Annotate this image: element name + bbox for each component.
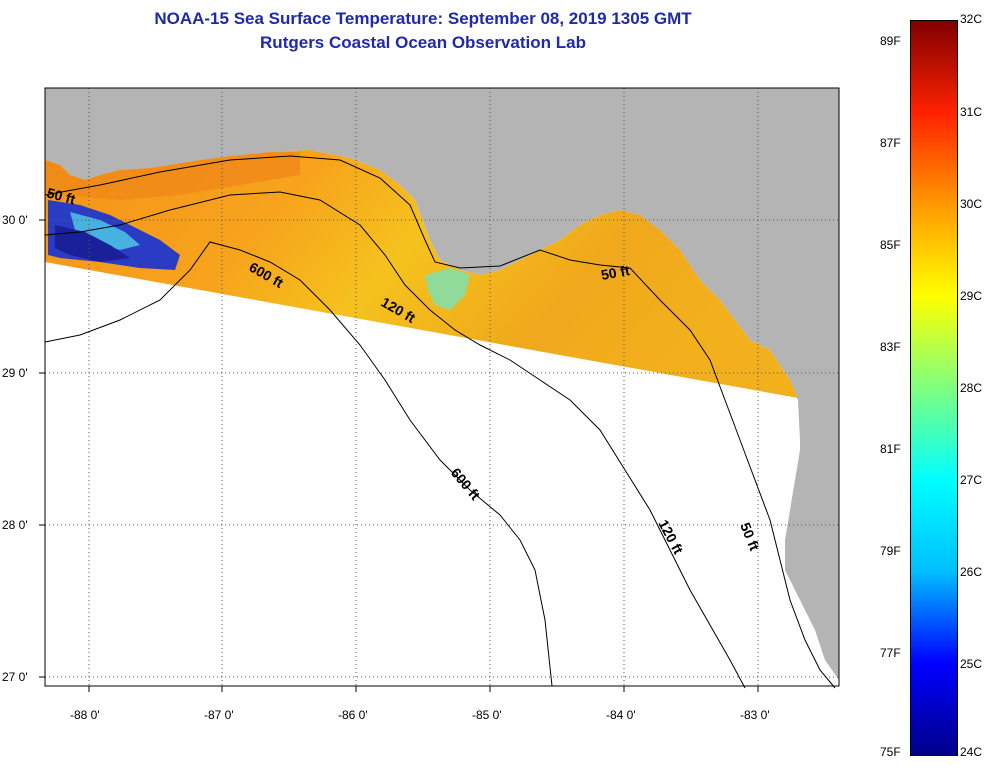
- colorbar-c-label: 27C: [960, 473, 983, 487]
- temperature-colorbar: [910, 20, 958, 756]
- lon-label: -85 0': [472, 708, 502, 722]
- bathymetry-contours: [44, 155, 836, 689]
- contour-label: 50 ft: [600, 262, 631, 283]
- colorbar-c-label: 26C: [960, 565, 983, 579]
- map-subtitle: Rutgers Coastal Ocean Observation Lab: [260, 33, 586, 52]
- colorbar-f-label: 81F: [880, 442, 901, 456]
- land-mass: [45, 88, 839, 545]
- sst-swath: [45, 150, 798, 398]
- graticule: [45, 88, 839, 686]
- lat-label: 30 0': [2, 213, 28, 227]
- contour-120ft: [44, 191, 746, 689]
- cool-coastal-patch: [425, 268, 470, 310]
- contour-50ft: [44, 155, 836, 689]
- colorbar-c-label: 28C: [960, 381, 983, 395]
- colorbar-c-label: 24C: [960, 745, 983, 759]
- colorbar-f-label: 83F: [880, 340, 901, 354]
- colorbar-c-label: 31C: [960, 105, 983, 119]
- colorbar-f-label: 77F: [880, 646, 901, 660]
- lat-label: 27 0': [2, 670, 28, 684]
- lon-label: -84 0': [606, 708, 636, 722]
- colorbar-f-label: 79F: [880, 544, 901, 558]
- axis-ticks: [39, 219, 759, 692]
- colorbar-c-label: 30C: [960, 197, 983, 211]
- lat-label: 28 0': [2, 518, 28, 532]
- lon-label: -87 0': [204, 708, 234, 722]
- colorbar-c-label: 29C: [960, 289, 983, 303]
- colorbar-c-label: 32C: [960, 12, 983, 26]
- lon-label: -86 0': [338, 708, 368, 722]
- colorbar-f-label: 87F: [880, 136, 901, 150]
- florida-peninsula: [785, 395, 839, 680]
- cool-patch-cyan: [70, 212, 140, 250]
- contour-600ft: [44, 241, 553, 687]
- warm-nearshore: [45, 152, 300, 200]
- lon-label: -88 0': [70, 708, 100, 722]
- cool-patch-dark: [55, 225, 130, 262]
- colorbar-f-label: 85F: [880, 238, 901, 252]
- map-title: NOAA-15 Sea Surface Temperature: Septemb…: [154, 9, 692, 28]
- map-border: [44, 87, 840, 687]
- colorbar-c-label: 25C: [960, 657, 983, 671]
- contour-label: 50 ft: [45, 184, 77, 207]
- colorbar-f-label: 75F: [880, 745, 901, 759]
- colorbar-f-label: 89F: [880, 34, 901, 48]
- lon-label: -83 0': [740, 708, 770, 722]
- lat-label: 29 0': [2, 366, 28, 380]
